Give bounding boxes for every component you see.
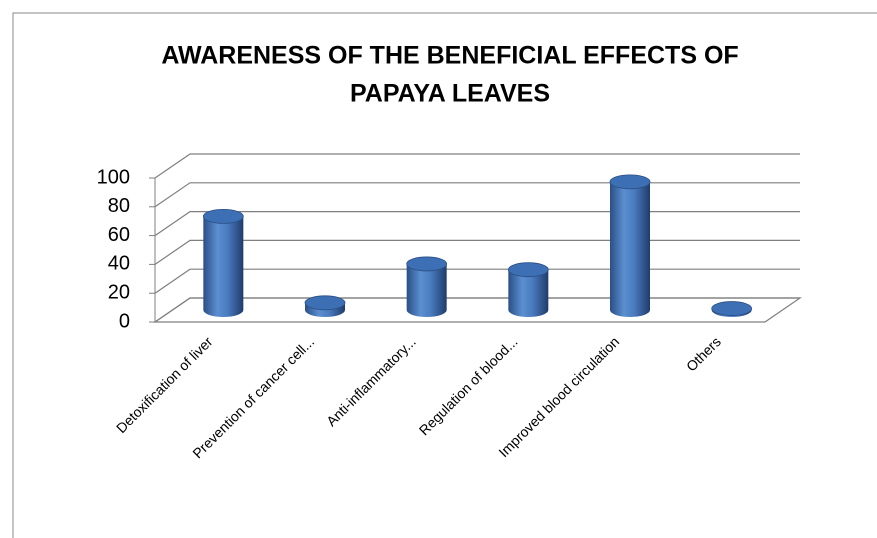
bar xyxy=(203,216,244,318)
bar-top xyxy=(406,256,448,272)
chart-title: PAPAYA LEAVES xyxy=(350,80,550,108)
grid-line xyxy=(154,297,800,323)
bar xyxy=(610,181,650,317)
bar-top xyxy=(507,262,549,278)
chart-title: AWARENESS OF THE BENEFICIAL EFFECTS OF xyxy=(161,42,738,70)
bar-top xyxy=(304,295,346,311)
bar-top xyxy=(609,174,651,190)
y-tick-label: 80 xyxy=(108,195,130,217)
grid-line xyxy=(154,268,800,294)
grid-line xyxy=(154,182,800,208)
y-tick-label: 20 xyxy=(108,281,130,303)
bar xyxy=(508,269,549,317)
grid-line xyxy=(154,211,800,237)
grid-line xyxy=(154,153,800,179)
y-tick-label: 100 xyxy=(97,166,130,188)
y-tick-label: 40 xyxy=(108,253,130,275)
bar xyxy=(406,263,447,318)
bar-top xyxy=(711,301,753,316)
y-tick-label: 0 xyxy=(119,310,130,332)
grid-line xyxy=(154,239,800,265)
bar-top xyxy=(202,208,244,224)
y-tick-label: 60 xyxy=(108,224,130,246)
